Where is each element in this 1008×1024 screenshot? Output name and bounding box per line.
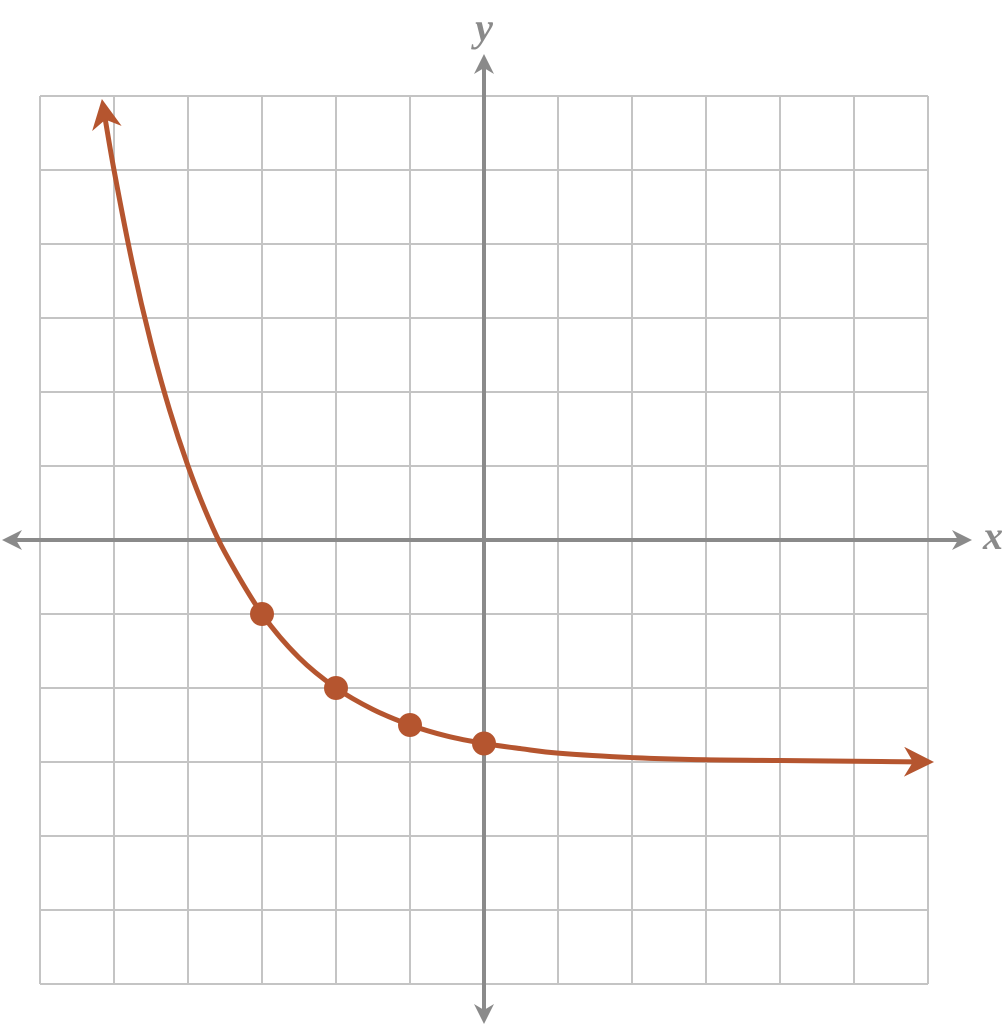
point — [398, 713, 422, 737]
x-axis-label: x — [982, 513, 1003, 558]
point — [472, 731, 496, 756]
axes — [2, 54, 972, 1024]
curve — [92, 98, 934, 777]
point — [324, 676, 348, 700]
plot — [92, 98, 934, 777]
y-axis-label: y — [471, 5, 493, 50]
point — [250, 602, 274, 626]
